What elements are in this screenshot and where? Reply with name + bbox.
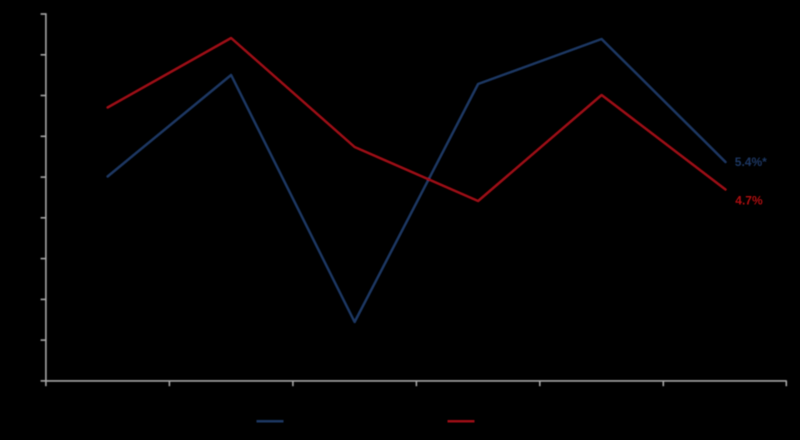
svg-text:5.4%*: 5.4%* [735,155,767,169]
svg-text:4.7%: 4.7% [735,194,763,208]
